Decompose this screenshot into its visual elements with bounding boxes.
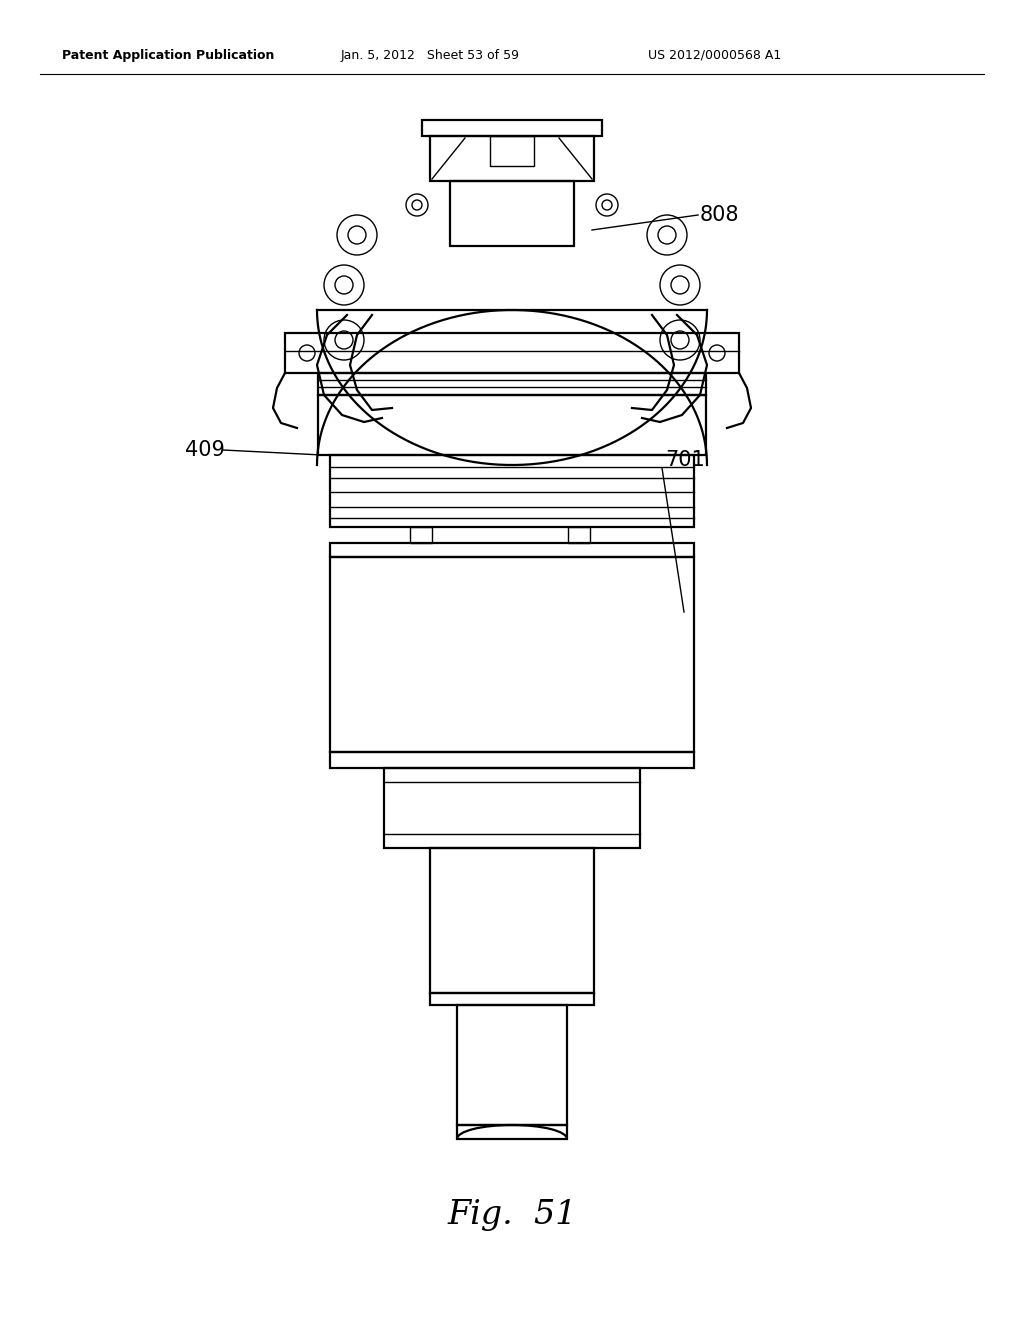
Bar [330, 557, 694, 752]
Bar [285, 333, 739, 374]
Text: 701: 701 [665, 450, 705, 470]
Text: 409: 409 [185, 440, 225, 459]
Text: Jan. 5, 2012   Sheet 53 of 59: Jan. 5, 2012 Sheet 53 of 59 [341, 49, 519, 62]
Bar [384, 768, 640, 847]
Bar [568, 527, 590, 543]
Text: Patent Application Publication: Patent Application Publication [62, 49, 274, 62]
Bar [330, 752, 694, 768]
Bar [430, 993, 594, 1005]
Bar [450, 181, 574, 246]
Text: US 2012/0000568 A1: US 2012/0000568 A1 [648, 49, 781, 62]
Bar [490, 136, 534, 166]
Text: 808: 808 [700, 205, 739, 224]
Bar [318, 395, 706, 455]
Text: Fig.  51: Fig. 51 [447, 1199, 577, 1232]
Bar [430, 136, 594, 181]
Bar [318, 374, 706, 395]
Bar [410, 527, 432, 543]
Bar [457, 1125, 567, 1139]
Bar [330, 455, 694, 527]
Bar [330, 543, 694, 557]
Bar [422, 120, 602, 136]
Bar [457, 1005, 567, 1125]
Bar [430, 847, 594, 993]
